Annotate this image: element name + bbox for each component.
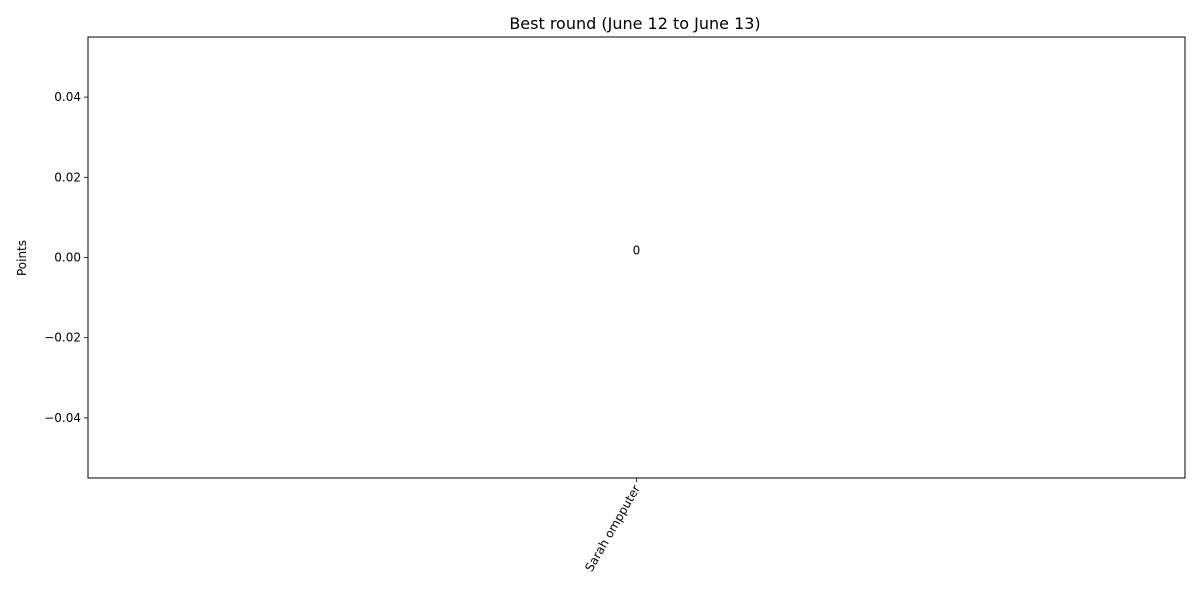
plot-frame [87,36,1186,479]
x-tick-label-0: Sarah ompputer [582,482,643,574]
y-tick-label-4: 0.04 [54,90,81,104]
y-tick-label-0: −0.04 [44,411,81,425]
y-tick-label-1: −0.02 [44,331,81,345]
y-axis-title: Points [15,240,29,276]
plot-area: 0 −0.04 −0.02 0.00 0.02 0.04 Sarah ompputer [44,36,1186,574]
y-tick-label-3: 0.02 [54,170,81,184]
data-label-0: 0 [633,244,641,258]
chart-title: Best round (June 12 to June 13) [509,14,760,33]
y-tick-label-2: 0.00 [54,251,81,265]
